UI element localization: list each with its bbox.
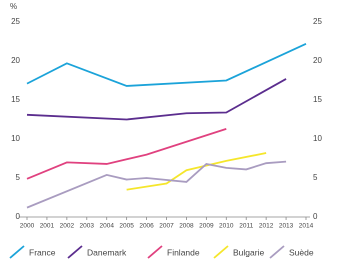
legend-swatch [9,245,25,259]
y2-tick-label: 15 [313,95,322,104]
legend-swatch [213,245,229,259]
legend-label: Suède [289,247,314,257]
legend-label: France [29,247,56,257]
y-tick-label: 15 [11,95,20,104]
y-tick-label: 0 [16,212,21,221]
line-series [26,160,287,209]
legend-swatch [67,245,83,259]
x-tick-label: 2007 [159,223,174,230]
legend-swatch [269,245,285,259]
y-tick-label: 10 [11,134,20,143]
y-tick-label: 25 [11,17,20,26]
y2-tick-label: 0 [313,212,318,221]
x-tick-label: 2004 [99,223,114,230]
y2-tick-label: 25 [313,17,322,26]
legend-label: Finlande [167,247,200,257]
x-tick-label: 2013 [279,223,294,230]
y2-tick-label: 10 [313,134,322,143]
x-tick-label: 2000 [20,223,35,230]
legend-label: Danemark [87,247,127,257]
x-tick-label: 2009 [199,223,214,230]
line-series [26,128,227,180]
x-tick-label: 2003 [80,223,95,230]
line-series [26,43,307,87]
x-tick-label: 2002 [60,223,75,230]
y2-tick-label: 5 [313,173,318,182]
line-series [126,152,267,191]
legend-swatch [147,245,163,259]
x-tick-label: 2014 [299,223,314,230]
y-tick-label: 20 [11,56,20,65]
x-tick-label: 2005 [119,223,134,230]
x-tick-label: 2010 [219,223,234,230]
x-tick-label: 2011 [239,223,253,230]
x-tick-label: 2008 [179,223,194,230]
y-axis-label: % [10,2,17,11]
x-tick-label: 2001 [40,223,55,230]
legend-label: Bulgarie [233,247,264,257]
x-tick-label: 2012 [259,223,274,230]
x-tick-label: 2006 [139,223,154,230]
line-series [26,78,287,121]
y2-tick-label: 20 [313,56,322,65]
y-tick-label: 5 [16,173,21,182]
